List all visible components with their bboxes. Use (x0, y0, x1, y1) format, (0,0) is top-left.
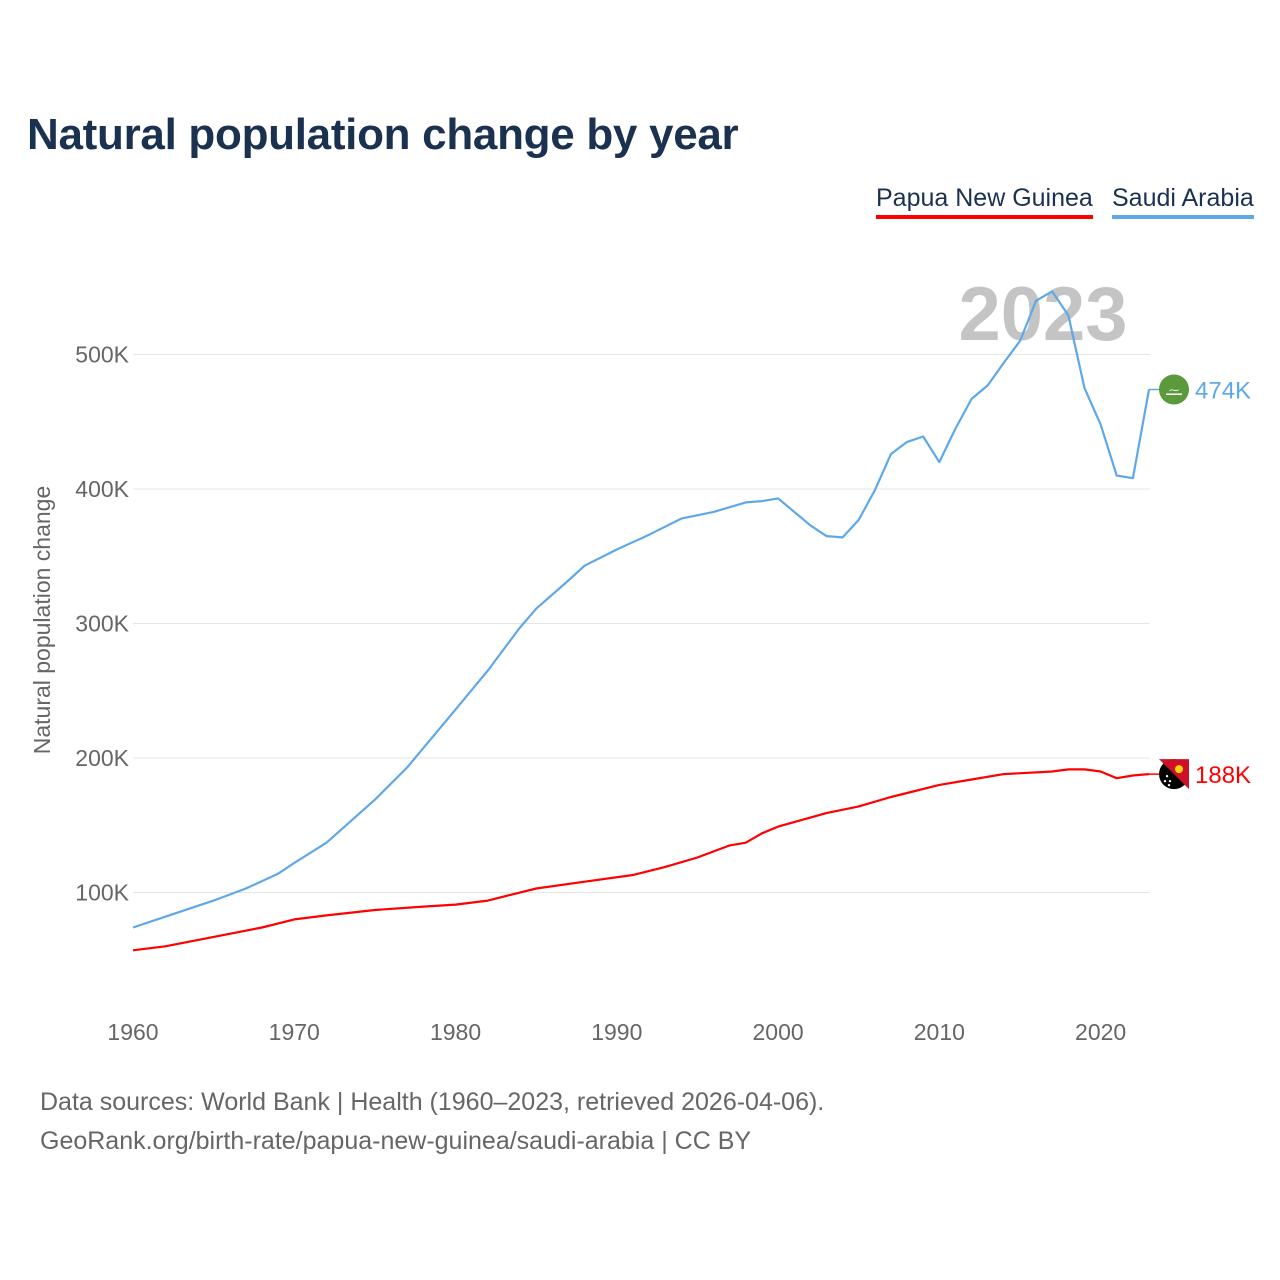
x-tick-label: 1970 (269, 1019, 320, 1045)
x-tick-label: 2000 (752, 1019, 803, 1045)
y-tick-label: 100K (75, 880, 129, 906)
papua-new-guinea-flag-icon (1159, 759, 1189, 790)
footer-sources: Data sources: World Bank | Health (1960–… (40, 1088, 825, 1116)
y-axis-label: Natural population change (29, 486, 55, 755)
chart-title: Natural population change by year (27, 110, 739, 159)
y-tick-label: 200K (75, 745, 129, 771)
y-tick-label: 500K (75, 342, 129, 368)
end-value-label-papua-new-guinea: 188K (1195, 762, 1251, 789)
legend-saudi-arabia[interactable]: Saudi Arabia (1112, 184, 1254, 219)
end-value-label-saudi-arabia: 474K (1195, 377, 1251, 404)
x-tick-label: 2010 (914, 1019, 965, 1045)
x-tick-label: 2020 (1075, 1019, 1126, 1045)
year-annotation: 2023 (958, 272, 1127, 357)
x-tick-label: 1960 (107, 1019, 158, 1045)
y-tick-label: 300K (75, 611, 129, 637)
legend-papua-new-guinea[interactable]: Papua New Guinea (876, 184, 1093, 219)
series-line-saudi-arabia[interactable] (132, 290, 1151, 929)
series-line-papua-new-guinea[interactable] (132, 768, 1150, 952)
svg-text:⁓: ⁓ (1169, 385, 1179, 396)
footer-credit[interactable]: GeoRank.org/birth-rate/papua-new-guinea/… (40, 1127, 752, 1155)
y-tick-label: 400K (75, 476, 129, 502)
saudi-arabia-flag-icon: ⁓ (1159, 374, 1189, 405)
x-tick-label: 1980 (430, 1019, 481, 1045)
x-tick-label: 1990 (591, 1019, 642, 1045)
